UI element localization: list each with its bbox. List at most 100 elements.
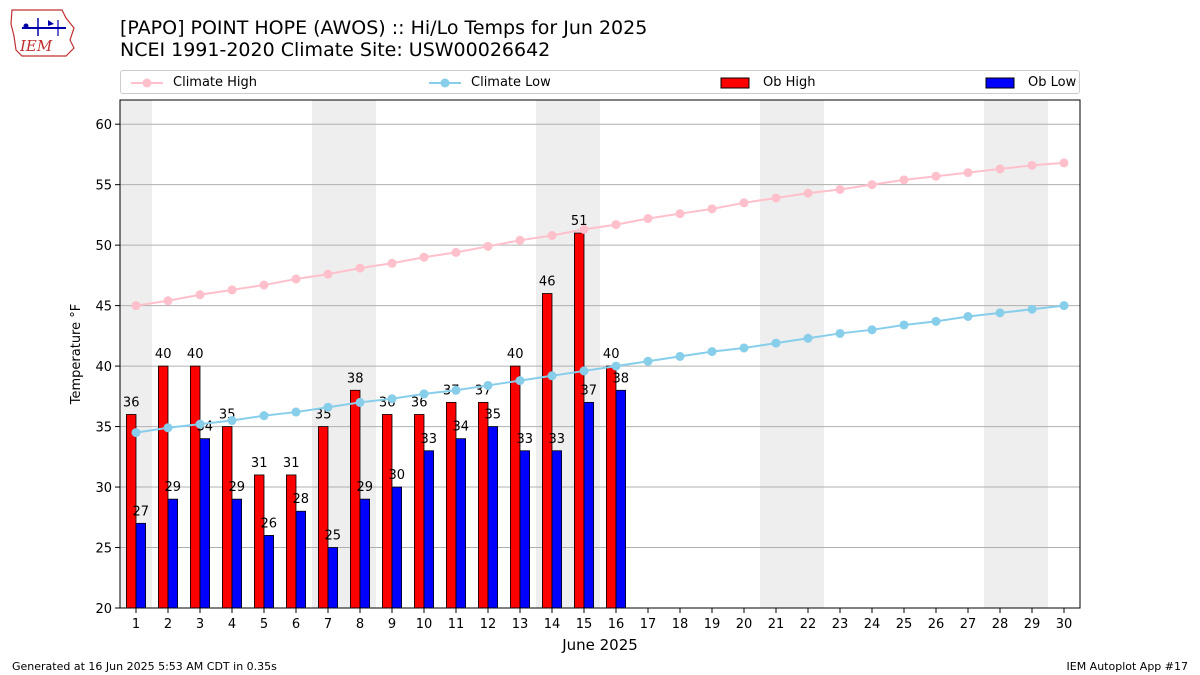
ob-low-label: 29: [357, 480, 374, 495]
x-tick-label: 10: [416, 617, 433, 632]
climate-low-point: [227, 416, 237, 426]
ob-low-bar: [263, 535, 275, 609]
climate-low-point: [899, 320, 909, 330]
ob-low-bar: [167, 498, 179, 609]
climate-high-point: [419, 252, 429, 262]
climate-low-point: [451, 385, 461, 395]
ob-low-bar: [359, 498, 371, 609]
x-tick-label: 3: [196, 617, 204, 632]
climate-high-point: [131, 301, 141, 311]
x-tick-label: 19: [704, 617, 721, 632]
ob-high-bar: [542, 293, 553, 609]
ob-low-bar: [583, 401, 595, 609]
climate-high-point: [195, 290, 205, 300]
x-tick-label: 18: [672, 617, 689, 632]
climate-low-point: [643, 356, 653, 366]
title-line-1: [PAPO] POINT HOPE (AWOS) :: Hi/Lo Temps …: [120, 17, 648, 39]
app-note: IEM Autoplot App #17: [1066, 660, 1189, 673]
climate-high-point: [899, 175, 909, 185]
legend-label: Ob High: [763, 75, 816, 90]
ob-low-label: 26: [261, 516, 278, 531]
ob-low-label: 33: [549, 432, 566, 447]
ob-high-bar: [189, 365, 201, 609]
legend: Climate High Climate Low Ob High Ob Low: [120, 70, 1080, 94]
x-tick-label: 9: [388, 617, 396, 632]
x-tick-label: 22: [800, 617, 817, 632]
x-tick-label: 28: [992, 617, 1009, 632]
legend-label: Ob Low: [1028, 75, 1077, 90]
climate-high-point: [163, 296, 173, 306]
y-tick-label: 50: [95, 239, 112, 254]
ob-high-label: 40: [507, 347, 524, 362]
ob-high-label: 31: [251, 456, 268, 471]
climate-low-point: [419, 389, 429, 399]
x-tick-label: 26: [928, 617, 945, 632]
climate-high-point: [227, 285, 237, 295]
x-tick-label: 4: [228, 617, 236, 632]
generated-note: Generated at 16 Jun 2025 5:53 AM CDT in …: [12, 660, 277, 673]
x-tick-label: 23: [832, 617, 849, 632]
ob-low-label: 29: [165, 480, 182, 495]
climate-low-point: [131, 428, 141, 438]
y-tick-label: 60: [95, 118, 112, 133]
climate-high-point: [803, 188, 813, 198]
climate-low-point: [163, 423, 173, 433]
x-tick-label: 7: [324, 617, 332, 632]
climate-high-point: [1027, 160, 1037, 170]
x-tick-label: 20: [736, 617, 753, 632]
x-tick-label: 5: [260, 617, 268, 632]
climate-low-point: [739, 343, 749, 353]
climate-high-point: [611, 220, 621, 230]
x-tick-label: 8: [356, 617, 364, 632]
ob-low-bar: [487, 426, 499, 609]
x-tick-label: 14: [544, 617, 561, 632]
ob-low-bar: [615, 389, 627, 609]
ob-low-label: 33: [517, 432, 534, 447]
climate-low-point: [323, 402, 333, 412]
climate-high-point: [483, 241, 493, 251]
plot-frame: [119, 99, 1081, 609]
ob-low-label: 34: [453, 420, 470, 435]
y-tick-label: 45: [95, 300, 112, 315]
climate-low-point: [195, 419, 205, 429]
climate-low-point: [291, 407, 301, 417]
climate-high-point: [707, 204, 717, 214]
x-tick-label: 29: [1024, 617, 1041, 632]
climate-low-point: [771, 338, 781, 348]
climate-high-point: [675, 209, 685, 219]
climate-high-point: [579, 224, 589, 234]
chart-title: [PAPO] POINT HOPE (AWOS) :: Hi/Lo Temps …: [120, 17, 647, 61]
y-tick-label: 30: [95, 481, 112, 496]
ob-low-label: 37: [581, 383, 598, 398]
ob-low-label: 27: [133, 504, 150, 519]
ob-high-bar: [381, 414, 393, 609]
ob-high-label: 36: [411, 395, 428, 410]
y-tick-label: 20: [95, 602, 112, 617]
ob-low-bar: [295, 510, 307, 609]
ob-high-label: 31: [283, 456, 300, 471]
x-tick-label: 21: [768, 617, 785, 632]
climate-high-point: [387, 258, 397, 268]
ob-low-bar: [519, 450, 531, 609]
x-tick-label: 2: [164, 617, 172, 632]
climate-high-line: [135, 161, 1065, 307]
ob-high-bar: [317, 426, 329, 609]
climate-high-point: [355, 263, 365, 273]
legend-label: Climate Low: [471, 75, 551, 90]
climate-high-point: [963, 168, 973, 178]
y-tick-label: 55: [95, 179, 112, 194]
climate-low-point: [579, 366, 589, 376]
x-tick-label: 27: [960, 617, 977, 632]
ob-low-bar: [455, 438, 467, 609]
climate-low-point: [803, 333, 813, 343]
x-tick-label: 30: [1056, 617, 1073, 632]
climate-low-point: [995, 308, 1005, 318]
climate-high-point: [771, 193, 781, 203]
ob-high-label: 40: [155, 347, 172, 362]
x-tick-label: 12: [480, 617, 497, 632]
ob-low-bar: [199, 438, 211, 609]
ob-high-bar: [253, 474, 265, 609]
climate-high-point: [835, 185, 845, 195]
x-tick-label: 24: [864, 617, 881, 632]
title-line-2: NCEI 1991-2020 Climate Site: USW00026642: [120, 39, 551, 61]
